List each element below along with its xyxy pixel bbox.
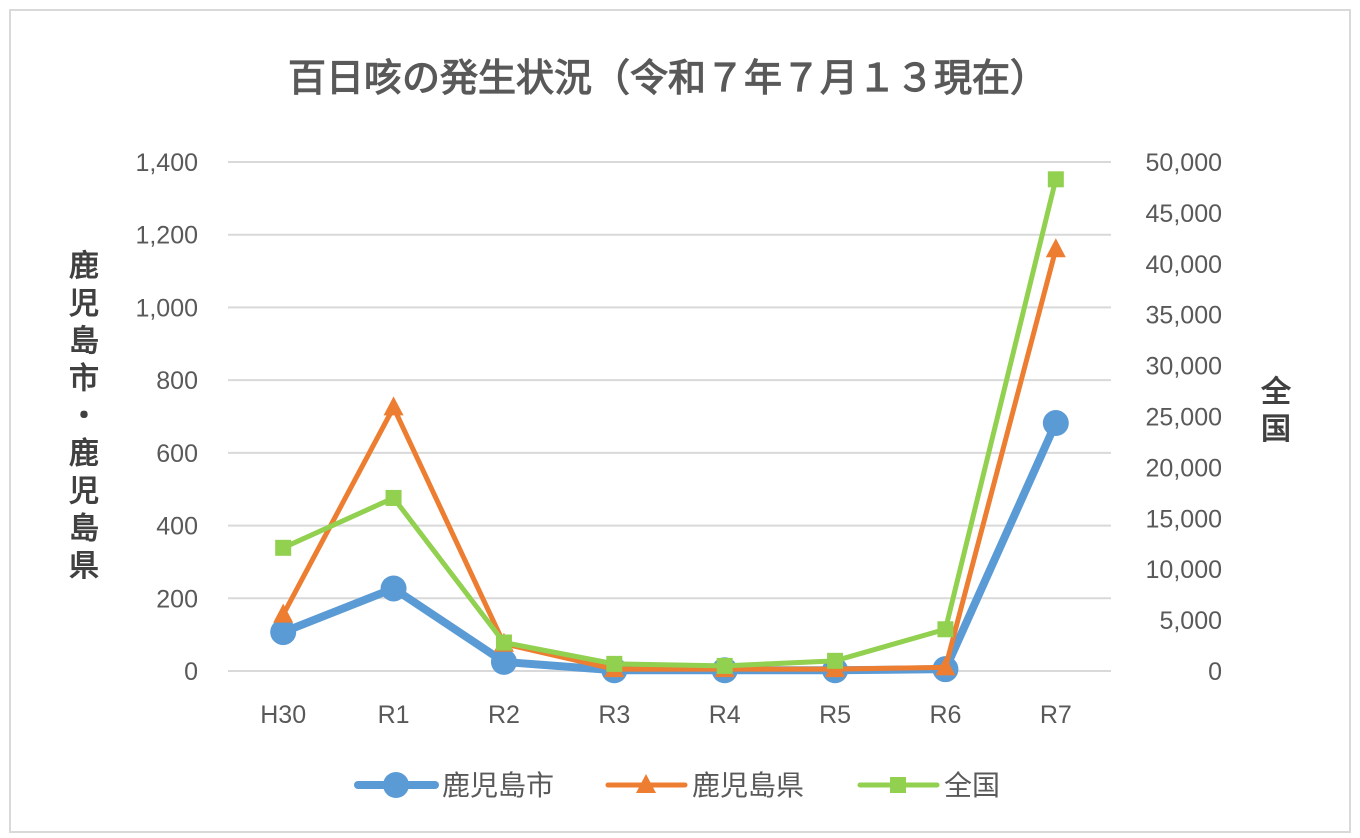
y-axis-title-glyph: ・ bbox=[69, 399, 99, 434]
series-line bbox=[280, 246, 1059, 672]
data-point bbox=[380, 575, 407, 602]
data-point bbox=[716, 657, 733, 674]
y2-tick-label: 50,000 bbox=[1146, 149, 1222, 177]
series-line bbox=[280, 176, 1059, 669]
x-tick-label: R7 bbox=[1040, 701, 1072, 729]
data-point bbox=[636, 774, 656, 793]
legend-item: 全国 bbox=[857, 769, 1000, 802]
series-square bbox=[275, 171, 1064, 674]
y2-axis-title-glyph: 国 bbox=[1261, 412, 1291, 447]
data-point bbox=[890, 777, 906, 793]
y-axis-title-glyph: 県 bbox=[69, 549, 99, 584]
y2-tick-label: 35,000 bbox=[1146, 302, 1222, 330]
data-point bbox=[273, 603, 294, 623]
y-axis-title-glyph: 鹿 bbox=[69, 437, 99, 472]
x-tick-label: R1 bbox=[378, 701, 410, 729]
y2-tick-label: 20,000 bbox=[1146, 454, 1222, 482]
data-point bbox=[606, 655, 623, 672]
y-tick-label: 600 bbox=[156, 440, 198, 468]
y2-axis-title: 全国 bbox=[1260, 375, 1292, 447]
y2-tick-label: 30,000 bbox=[1146, 353, 1222, 381]
y2-tick-label: 10,000 bbox=[1146, 556, 1222, 584]
y-axis-title-glyph: 島 bbox=[69, 324, 99, 359]
data-point bbox=[827, 652, 844, 669]
x-tick-label: R5 bbox=[819, 701, 851, 729]
legend-item: 鹿児島市 bbox=[354, 769, 554, 802]
y-axis-title-glyph: 島 bbox=[69, 512, 99, 547]
y-tick-label: 1,000 bbox=[135, 294, 198, 322]
data-point bbox=[1042, 410, 1069, 437]
x-tick-label: R6 bbox=[929, 701, 961, 729]
y2-axis-title-glyph: 全 bbox=[1260, 375, 1292, 410]
data-point bbox=[935, 656, 956, 676]
data-point bbox=[495, 634, 512, 651]
data-point bbox=[490, 648, 517, 675]
legend: 鹿児島市 鹿児島県 全国 bbox=[354, 769, 1000, 802]
y2-tick-label: 40,000 bbox=[1146, 251, 1222, 279]
y-axis-title-glyph: 児 bbox=[69, 474, 99, 509]
series-layer bbox=[270, 171, 1069, 684]
x-tick-label: R4 bbox=[709, 701, 741, 729]
axis-layer: 0 200 400 600 800 1,000 1,200 1,400 0 5,000 10,000… bbox=[69, 149, 1292, 729]
data-point bbox=[383, 772, 409, 798]
chart-frame bbox=[9, 9, 1351, 833]
y-axis-title-glyph: 児 bbox=[69, 287, 99, 322]
x-tick-label: H30 bbox=[260, 701, 306, 729]
x-tick-label: R3 bbox=[598, 701, 630, 729]
y2-tick-label: 5,000 bbox=[1159, 607, 1222, 635]
data-point bbox=[275, 539, 292, 556]
legend-label: 全国 bbox=[944, 769, 1000, 802]
y2-tick-label: 0 bbox=[1208, 658, 1222, 686]
y-tick-label: 400 bbox=[156, 513, 198, 541]
data-point bbox=[385, 489, 402, 506]
y-tick-label: 200 bbox=[156, 585, 198, 613]
legend-label: 鹿児島県 bbox=[692, 769, 804, 802]
y2-tick-label: 25,000 bbox=[1146, 404, 1222, 432]
y-axis-title-glyph: 鹿 bbox=[69, 249, 99, 284]
data-point bbox=[937, 621, 954, 638]
x-tick-label: R2 bbox=[488, 701, 520, 729]
y-axis-title: 鹿児島市・鹿児島県 bbox=[69, 249, 99, 584]
y-tick-label: 1,200 bbox=[135, 222, 198, 250]
chart-title: 百日咳の発生状況（令和７年７月１３現在） bbox=[288, 56, 1048, 100]
legend-label: 鹿児島市 bbox=[442, 769, 554, 802]
y-tick-label: 800 bbox=[156, 367, 198, 395]
y-tick-label: 0 bbox=[184, 658, 198, 686]
y2-tick-label: 15,000 bbox=[1146, 505, 1222, 533]
y-axis-title-glyph: 市 bbox=[69, 362, 99, 397]
legend-item: 鹿児島県 bbox=[605, 769, 804, 802]
data-point bbox=[383, 396, 404, 416]
data-point bbox=[270, 619, 297, 646]
data-point bbox=[1045, 238, 1066, 258]
data-point bbox=[1047, 171, 1064, 188]
y2-tick-label: 45,000 bbox=[1146, 200, 1222, 228]
y-tick-label: 1,400 bbox=[135, 149, 198, 177]
